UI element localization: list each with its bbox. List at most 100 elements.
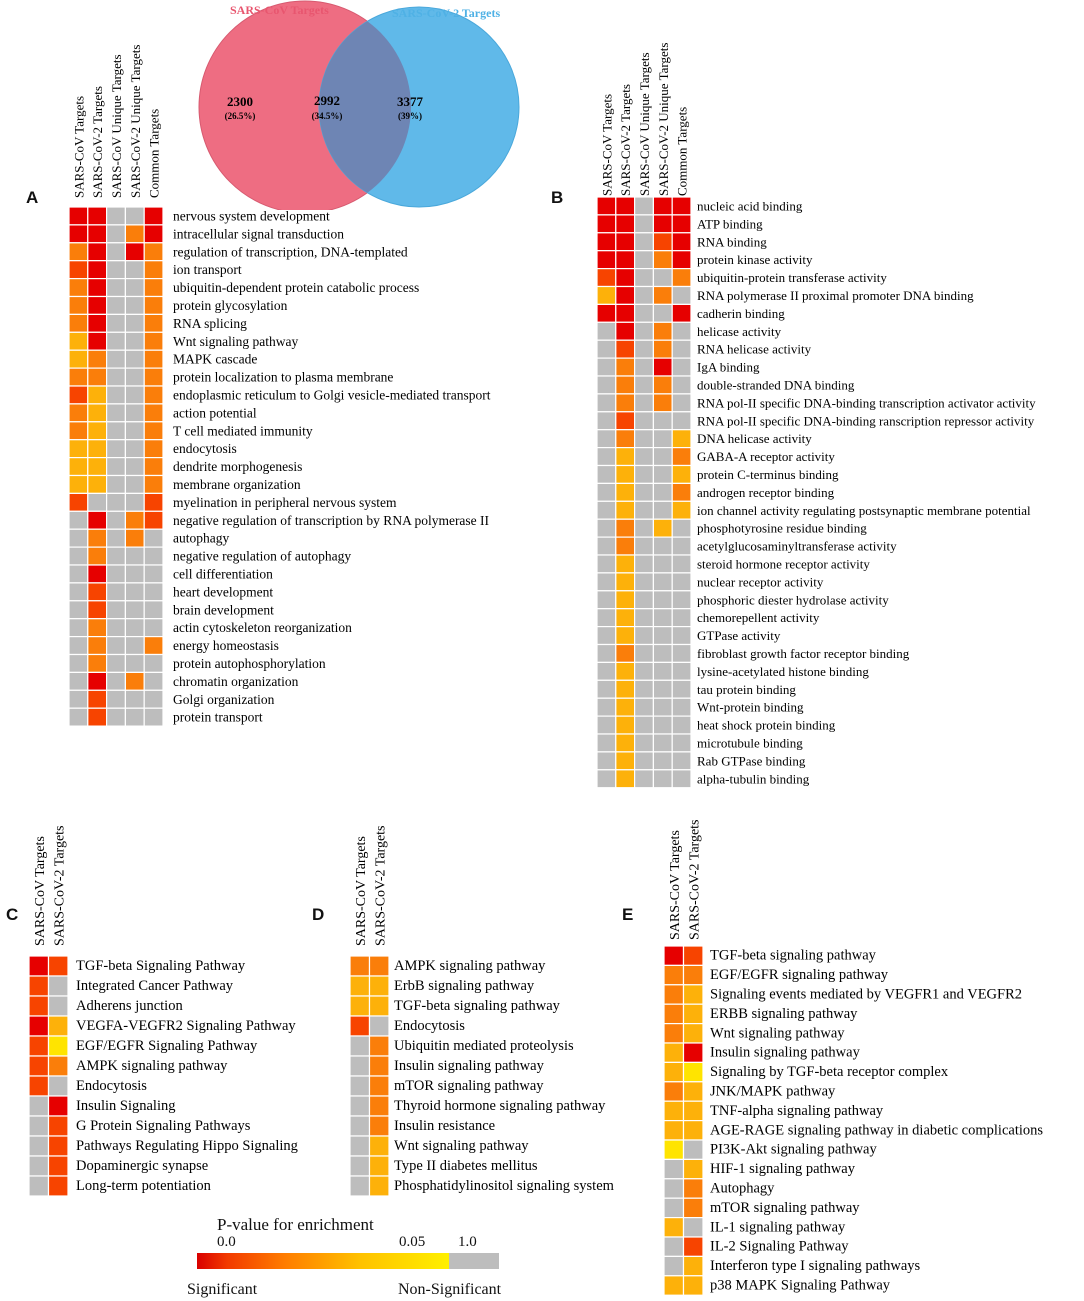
- panel-b-row-label: RNA pol-II specific DNA-binding ranscrip…: [697, 413, 1035, 428]
- panel-e-row-label: HIF-1 signaling pathway: [710, 1161, 856, 1177]
- panel-b-row-label: RNA helicase activity: [697, 342, 812, 357]
- legend-tick-high: 1.0: [458, 1234, 477, 1250]
- panel-b-col-header: Common Targets: [675, 107, 690, 196]
- panel-b-col-header: SARS-CoV-2 Targets: [618, 84, 633, 196]
- panel-a-col-header: Common Targets: [147, 109, 162, 198]
- panel-a-col-header: SARS-CoV Unique Targets: [109, 54, 124, 198]
- panel-b-row-label: double-stranded DNA binding: [697, 377, 855, 392]
- panel-e-cell: [682, 1216, 704, 1238]
- panel-e-row-label: Signaling events mediated by VEGFR1 and …: [710, 987, 1022, 1003]
- panel-e-row-label: IL-2 Signaling Pathway: [710, 1239, 849, 1255]
- panel-b-row-label: GTPase activity: [697, 628, 781, 643]
- panel-letter-d: D: [312, 905, 325, 924]
- panel-letter-c: C: [6, 905, 19, 924]
- panel-c-row-label: VEGFA-VEGFR2 Signaling Pathway: [76, 1018, 296, 1034]
- panel-a-row-label: Wnt signaling pathway: [173, 334, 298, 349]
- panel-d-row-label: ErbB signaling pathway: [394, 978, 535, 994]
- panel-e-cell: [663, 1178, 685, 1199]
- panel-e-col-header: SARS-CoV Targets: [668, 830, 683, 940]
- panel-c-row-label: Pathways Regulating Hippo Signaling: [76, 1138, 298, 1154]
- panel-e-cell: [682, 964, 704, 986]
- panel-b-row-label: microtubule binding: [697, 735, 803, 750]
- panel-b-row-label: RNA binding: [697, 234, 767, 249]
- panel-e-cell: [682, 1255, 704, 1277]
- panel-a-row-label: membrane organization: [173, 477, 301, 492]
- panel-e-cell: [682, 1158, 704, 1180]
- panel-a-row-label: negative regulation of autophagy: [173, 549, 351, 564]
- venn-diagram: SARS-CoV Targets SARS-CoV-2 Targets 2300…: [198, 0, 520, 210]
- venn-left-pct: (26.5%): [225, 111, 256, 121]
- panel-a-row-label: myelination in peripheral nervous system: [173, 495, 397, 510]
- panel-b-row-label: steroid hormone receptor activity: [697, 556, 870, 571]
- panel-e-cell: [663, 1061, 685, 1083]
- panel-b-row-label: acetylglucosaminyltransferase activity: [697, 539, 897, 554]
- venn-overlap-pct: (34.5%): [312, 111, 343, 121]
- panel-a-row-label: Golgi organization: [173, 692, 275, 707]
- legend-tick-mid: 0.05: [399, 1234, 426, 1250]
- panel-a-row-label: intracellular signal transduction: [173, 226, 344, 241]
- legend-tick-low: 0.0: [217, 1234, 236, 1250]
- legend-gradient: [197, 1253, 449, 1269]
- panel-d-row-label: Insulin resistance: [394, 1118, 495, 1134]
- panel-e-cell: [682, 1081, 704, 1102]
- panel-e-cell: [663, 1236, 685, 1257]
- panel-e-cell: [663, 1197, 685, 1219]
- panel-e-cell: [663, 1119, 685, 1141]
- panel-b-row-label: RNA pol-II specific DNA-binding transcri…: [697, 395, 1036, 410]
- panel-e-row-label: EGF/EGFR signaling pathway: [710, 967, 889, 983]
- panel-a-col-header: SARS-CoV-2 Targets: [90, 86, 105, 198]
- panel-b-row-label: DNA helicase activity: [697, 431, 812, 446]
- panel-e-cell: [682, 1119, 704, 1141]
- panel-d-row-label: mTOR signaling pathway: [394, 1078, 544, 1094]
- panel-a-row-label: dendrite morphogenesis: [173, 459, 302, 474]
- panel-e-cell: [663, 1216, 685, 1238]
- panel-a-row-label: protein autophosphorylation: [173, 656, 326, 671]
- panel-b-row-label: RNA polymerase II proximal promoter DNA …: [697, 288, 974, 303]
- panel-e-cell: [663, 1022, 685, 1044]
- panel-b-col-header: SARS-CoV-2 Unique Targets: [656, 43, 671, 196]
- panel-b-row-label: nuclear receptor activity: [697, 574, 824, 589]
- panel-e-row-label: Insulin signaling pathway: [710, 1045, 861, 1061]
- panel-d-row-label: TGF-beta signaling pathway: [394, 998, 561, 1014]
- panel-a-row-label: cell differentiation: [173, 566, 273, 581]
- panel-d-row-label: Phosphatidylinositol signaling system: [394, 1178, 615, 1194]
- panel-e-cell: [682, 1100, 704, 1122]
- panel-b-row-label: GABA-A receptor activity: [697, 449, 835, 464]
- panel-e-cell: [682, 1139, 704, 1160]
- panel-e-cell: [663, 964, 685, 986]
- panel-a-col-header: SARS-CoV Targets: [71, 96, 86, 198]
- panel-d-col-header: SARS-CoV Targets: [354, 836, 369, 946]
- panel-d-row-label: Wnt signaling pathway: [394, 1138, 529, 1154]
- panel-a-row-label: heart development: [173, 584, 273, 599]
- panel-a-cell: [143, 707, 164, 727]
- panel-e-cell: [682, 1275, 704, 1296]
- panel-e-row-label: JNK/MAPK pathway: [710, 1084, 836, 1100]
- panel-e-row-label: AGE-RAGE signaling pathway in diabetic c…: [710, 1122, 1043, 1138]
- panel-b-row-label: helicase activity: [697, 324, 782, 339]
- panel-a-row-label: protein transport: [173, 710, 263, 725]
- panel-d-row-label: Thyroid hormone signaling pathway: [394, 1098, 606, 1114]
- panel-a-row-label: autophagy: [173, 531, 229, 546]
- panel-b-row-label: alpha-tubulin binding: [697, 771, 810, 786]
- venn-overlap-count: 2992: [314, 93, 340, 108]
- panel-b-row-label: Wnt-protein binding: [697, 700, 804, 715]
- panel-d-row-label: Ubiquitin mediated proteolysis: [394, 1038, 574, 1054]
- panel-c-row-label: AMPK signaling pathway: [76, 1058, 228, 1074]
- legend-nonsig-swatch: [449, 1253, 499, 1269]
- panel-e-cell: [663, 1081, 685, 1102]
- panel-e-cell: [663, 1042, 685, 1063]
- panel-e-cell: [682, 945, 704, 966]
- panel-e-cell: [663, 1275, 685, 1296]
- panel-a-row-label: protein localization to plasma membrane: [173, 370, 393, 385]
- panel-d-cell: [368, 1175, 390, 1197]
- panel-a-row-label: actin cytoskeleton reorganization: [173, 620, 352, 635]
- panel-e-cell: [663, 1003, 685, 1025]
- panel-b-row-label: ubiquitin-protein transferase activity: [697, 270, 887, 285]
- panel-e-row-label: ERBB signaling pathway: [710, 1006, 858, 1022]
- venn-right-count: 3377: [397, 94, 424, 109]
- panel-e-row-label: Wnt signaling pathway: [710, 1025, 845, 1041]
- panel-b-row-label: phosphotyrosine residue binding: [697, 521, 867, 536]
- panel-e-cell: [682, 1042, 704, 1063]
- panel-letter-e: E: [622, 905, 634, 924]
